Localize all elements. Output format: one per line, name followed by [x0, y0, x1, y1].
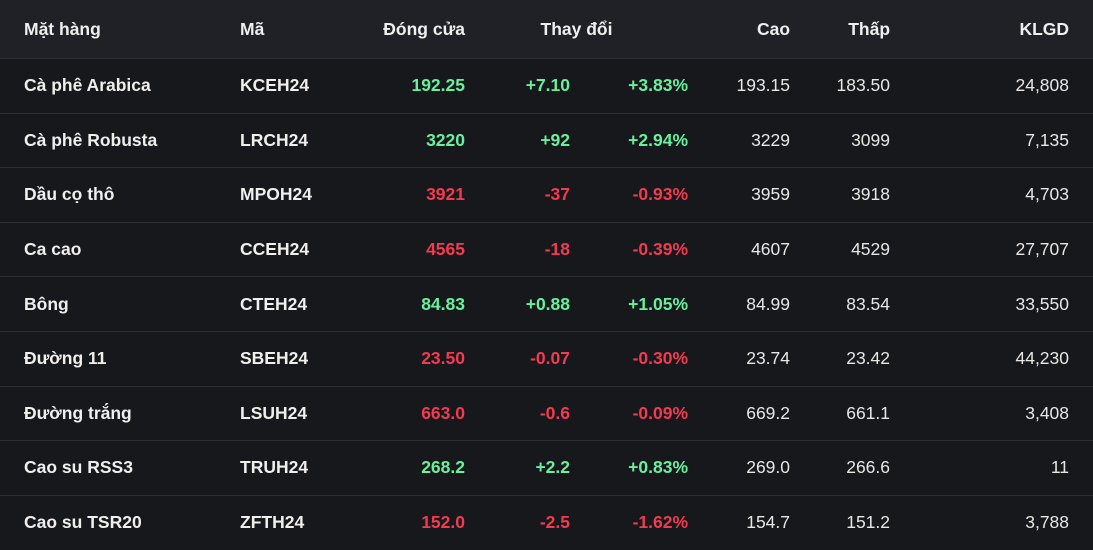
low-cell: 183.50 [790, 58, 891, 114]
code-cell: CCEH24 [240, 221, 360, 277]
low-cell: 83.54 [790, 276, 891, 332]
commodity-name-cell: Bông [0, 276, 240, 332]
high-cell: 669.2 [688, 385, 791, 441]
change-value-cell: +0.88 [465, 276, 570, 332]
table-row[interactable]: Ca cao CCEH24 4565 -18 -0.39% 4607 4529 … [0, 221, 1093, 277]
change-percent-cell: +0.83% [570, 440, 689, 496]
low-cell: 3918 [790, 167, 891, 223]
table-row[interactable]: Cao su RSS3 TRUH24 268.2 +2.2 +0.83% 269… [0, 440, 1093, 496]
change-value-cell: -0.6 [465, 385, 570, 441]
change-value-cell: -37 [465, 167, 570, 223]
table-body: Cà phê Arabica KCEH24 192.25 +7.10 +3.83… [0, 58, 1093, 550]
change-percent-cell: +1.05% [570, 276, 689, 332]
table-row[interactable]: Bông CTEH24 84.83 +0.88 +1.05% 84.99 83.… [0, 276, 1093, 332]
code-cell: SBEH24 [240, 330, 360, 387]
high-cell: 3959 [688, 167, 791, 223]
table-row[interactable]: Dầu cọ thô MPOH24 3921 -37 -0.93% 3959 3… [0, 167, 1093, 223]
code-cell: LRCH24 [240, 112, 360, 168]
low-cell: 661.1 [790, 385, 891, 441]
volume-cell: 27,707 [890, 221, 1093, 277]
low-cell: 3099 [790, 112, 891, 168]
high-cell: 193.15 [688, 58, 791, 114]
table-row[interactable]: Đường trắng LSUH24 663.0 -0.6 -0.09% 669… [0, 385, 1093, 441]
column-header-high: Cao [688, 0, 791, 59]
volume-cell: 3,788 [890, 494, 1093, 550]
commodity-name-cell: Ca cao [0, 221, 240, 277]
commodity-name-cell: Cà phê Robusta [0, 112, 240, 168]
table-row[interactable]: Cà phê Arabica KCEH24 192.25 +7.10 +3.83… [0, 58, 1093, 114]
change-percent-cell: -0.30% [570, 330, 689, 387]
change-percent-cell: -0.93% [570, 167, 689, 223]
close-price-cell: 663.0 [360, 385, 465, 441]
volume-cell: 7,135 [890, 112, 1093, 168]
high-cell: 154.7 [688, 494, 791, 550]
code-cell: KCEH24 [240, 58, 360, 114]
change-percent-cell: -0.09% [570, 385, 689, 441]
change-percent-cell: +2.94% [570, 112, 689, 168]
table-row[interactable]: Cao su TSR20 ZFTH24 152.0 -2.5 -1.62% 15… [0, 494, 1093, 550]
high-cell: 269.0 [688, 440, 791, 496]
volume-cell: 11 [890, 440, 1093, 496]
close-price-cell: 192.25 [360, 58, 465, 114]
commodity-name-cell: Cao su RSS3 [0, 440, 240, 496]
high-cell: 23.74 [688, 330, 791, 387]
high-cell: 84.99 [688, 276, 791, 332]
column-header-volume: KLGD [890, 0, 1093, 59]
close-price-cell: 3220 [360, 112, 465, 168]
code-cell: TRUH24 [240, 440, 360, 496]
low-cell: 4529 [790, 221, 891, 277]
low-cell: 266.6 [790, 440, 891, 496]
change-value-cell: +7.10 [465, 58, 570, 114]
code-cell: ZFTH24 [240, 494, 360, 550]
column-header-commodity: Mặt hàng [0, 0, 240, 59]
change-value-cell: -0.07 [465, 330, 570, 387]
column-header-code: Mã [240, 0, 360, 59]
column-header-change: Thay đổi [465, 0, 689, 59]
column-header-close: Đóng cửa [360, 0, 465, 59]
close-price-cell: 3921 [360, 167, 465, 223]
change-value-cell: +92 [465, 112, 570, 168]
column-header-low: Thấp [790, 0, 891, 59]
volume-cell: 33,550 [890, 276, 1093, 332]
code-cell: LSUH24 [240, 385, 360, 441]
table-header: Mặt hàng Mã Đóng cửa Thay đổi Cao Thấp K… [0, 0, 1093, 59]
change-percent-cell: -1.62% [570, 494, 689, 550]
low-cell: 23.42 [790, 330, 891, 387]
table-row[interactable]: Cà phê Robusta LRCH24 3220 +92 +2.94% 32… [0, 112, 1093, 168]
change-percent-cell: +3.83% [570, 58, 689, 114]
code-cell: CTEH24 [240, 276, 360, 332]
volume-cell: 44,230 [890, 330, 1093, 387]
commodity-name-cell: Đường trắng [0, 385, 240, 441]
table-row[interactable]: Đường 11 SBEH24 23.50 -0.07 -0.30% 23.74… [0, 330, 1093, 387]
volume-cell: 4,703 [890, 167, 1093, 223]
low-cell: 151.2 [790, 494, 891, 550]
commodity-name-cell: Cà phê Arabica [0, 58, 240, 114]
code-cell: MPOH24 [240, 167, 360, 223]
change-percent-cell: -0.39% [570, 221, 689, 277]
close-price-cell: 23.50 [360, 330, 465, 387]
commodity-name-cell: Đường 11 [0, 330, 240, 387]
change-value-cell: -2.5 [465, 494, 570, 550]
high-cell: 4607 [688, 221, 791, 277]
close-price-cell: 84.83 [360, 276, 465, 332]
change-value-cell: -18 [465, 221, 570, 277]
change-value-cell: +2.2 [465, 440, 570, 496]
close-price-cell: 152.0 [360, 494, 465, 550]
close-price-cell: 268.2 [360, 440, 465, 496]
close-price-cell: 4565 [360, 221, 465, 277]
commodity-name-cell: Cao su TSR20 [0, 494, 240, 550]
volume-cell: 24,808 [890, 58, 1093, 114]
volume-cell: 3,408 [890, 385, 1093, 441]
commodity-name-cell: Dầu cọ thô [0, 167, 240, 223]
high-cell: 3229 [688, 112, 791, 168]
header-row: Mặt hàng Mã Đóng cửa Thay đổi Cao Thấp K… [0, 0, 1093, 59]
